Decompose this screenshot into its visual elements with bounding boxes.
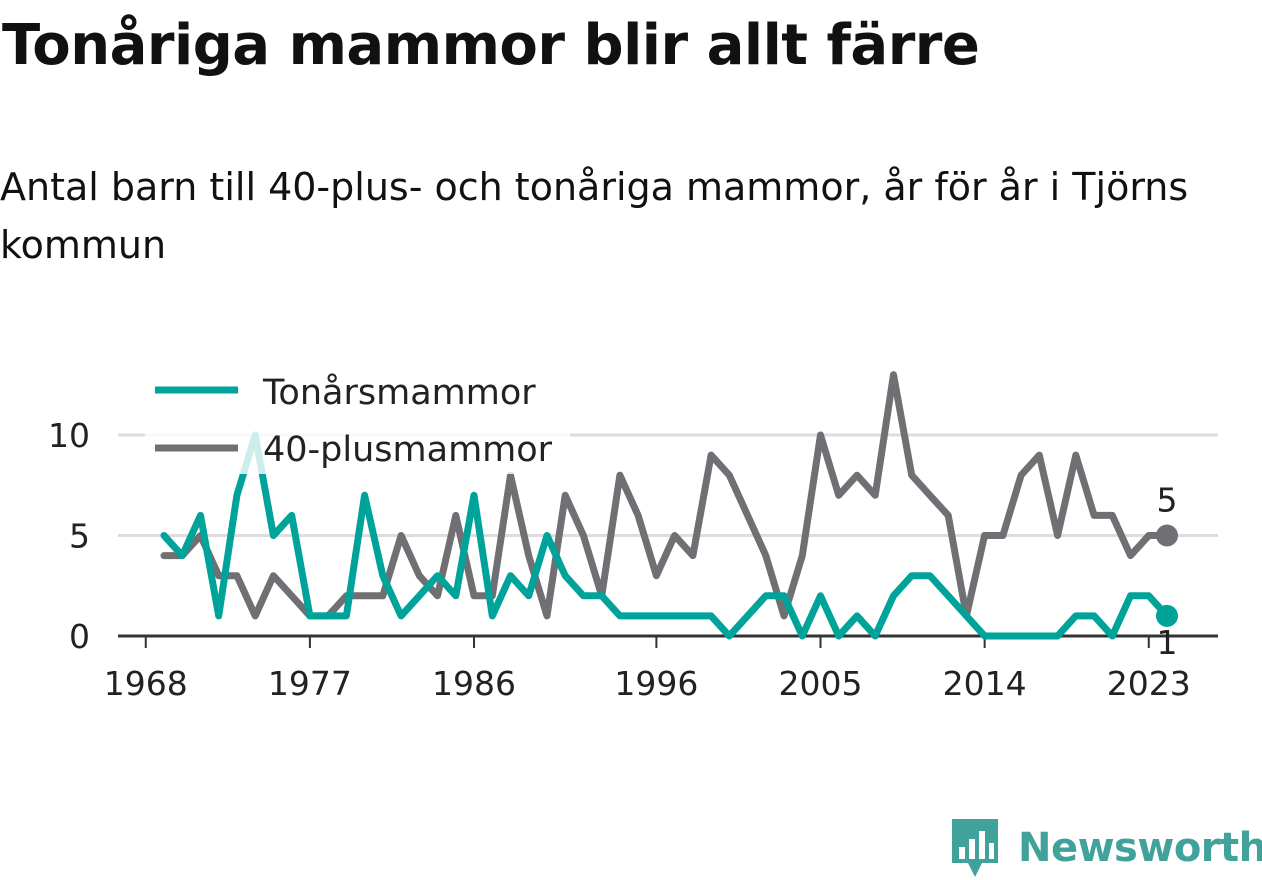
- endpoint-marker-40-plusmammor: [1156, 524, 1178, 547]
- y-tick-label: 10: [48, 416, 90, 455]
- newsworthy-wordmark: Newsworthy: [1018, 825, 1262, 871]
- endpoint-label: 1: [1157, 623, 1178, 662]
- legend-label-tonarsmammor: Tonårsmammor: [262, 372, 536, 413]
- series-line-ton-rsmammor: [160, 431, 1171, 640]
- newsworthy-logo: Newsworthy: [950, 816, 1262, 880]
- x-tick-label: 1977: [268, 664, 352, 703]
- x-tick-label: 1986: [432, 664, 516, 703]
- newsworthy-logo-icon: [952, 819, 998, 877]
- x-tick-label: 1996: [614, 664, 698, 703]
- endpoint-label: 5: [1157, 481, 1178, 520]
- legend-label-40-plusmammor: 40-plusmammor: [263, 430, 553, 470]
- y-tick-label: 0: [69, 617, 90, 656]
- endpoint-marker-ton-rsmammor: [1156, 604, 1178, 627]
- y-tick-label: 5: [69, 517, 90, 556]
- x-tick-label: 2023: [1107, 664, 1191, 703]
- x-tick-label: 2005: [779, 664, 863, 703]
- x-tick-label: 2014: [943, 664, 1027, 703]
- x-tick-label: 1968: [104, 664, 188, 703]
- chart-subtitle: Antal barn till 40-plus- och tonåriga ma…: [0, 165, 1189, 267]
- legend-background: [145, 362, 570, 474]
- chart-title: Tonåriga mammor blir allt färre: [2, 13, 980, 78]
